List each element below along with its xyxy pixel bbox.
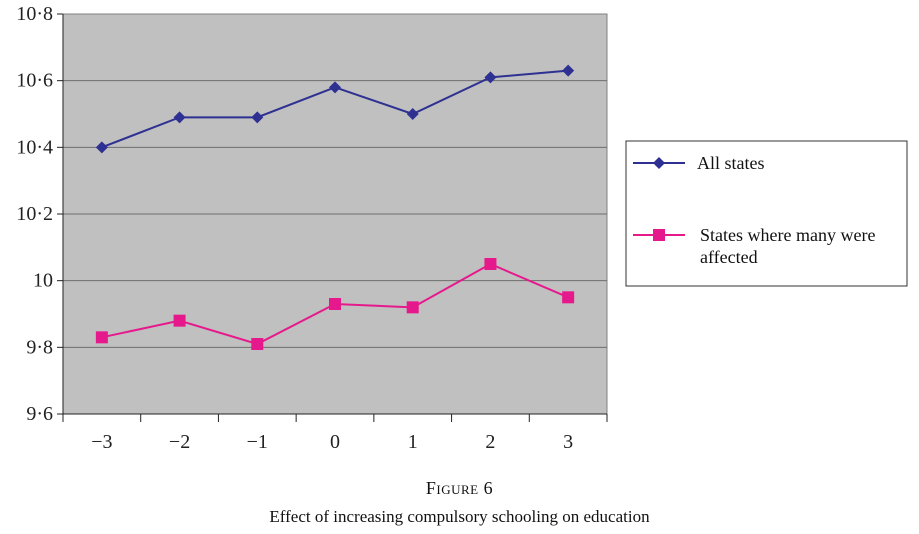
data-point-many-affected (406, 301, 419, 314)
x-tick-label: 0 (330, 431, 340, 453)
data-point-all-states (406, 108, 419, 120)
x-tick-label: −2 (169, 431, 190, 453)
data-point-many-affected (95, 331, 108, 344)
figure-caption: Effect of increasing compulsory schoolin… (269, 507, 650, 526)
data-point-many-affected (173, 314, 186, 327)
data-point-all-states (95, 141, 108, 154)
legend-label-line: All states (697, 153, 765, 173)
y-tick-label: 9·8 (26, 336, 53, 358)
legend-label-many-affected: States where many were affected (700, 225, 875, 267)
data-point-many-affected (251, 338, 264, 350)
legend-marker-all-states (653, 157, 665, 169)
data-point-many-affected (562, 291, 575, 304)
series-many-affected (95, 258, 575, 350)
gridlines (63, 80, 607, 348)
y-tick-label: 10 (33, 270, 53, 292)
legend-label-line: affected (700, 247, 758, 267)
data-point-all-states (251, 111, 264, 124)
legend-label-all-states: All states (697, 153, 765, 173)
legend-marker-many-affected (653, 229, 665, 241)
x-tick-label: −1 (247, 431, 268, 453)
y-axis-ticks: 9·6 9·8 10 10·2 10·4 10·6 10·8 (16, 3, 63, 425)
y-tick-label: 9·6 (26, 403, 53, 425)
y-tick-label: 10·2 (16, 203, 53, 225)
data-point-all-states (329, 81, 341, 94)
y-tick-label: 10·4 (16, 136, 53, 158)
x-tick-label: 2 (485, 431, 495, 453)
data-point-all-states (484, 71, 497, 84)
legend-label-line: States where many were (700, 225, 875, 245)
figure-label: Figure 6 (425, 478, 494, 498)
series-all-states (95, 64, 575, 154)
x-tick-label: −3 (91, 431, 112, 453)
data-point-all-states (562, 64, 575, 77)
y-tick-label: 10·8 (16, 3, 53, 25)
data-point-many-affected (329, 298, 341, 310)
legend-box (625, 140, 908, 287)
y-tick-label: 10·6 (16, 70, 53, 92)
data-point-all-states (173, 111, 186, 124)
x-axis-ticks: −3 −2 −1 0 1 2 3 (62, 414, 608, 453)
x-tick-label: 1 (408, 431, 418, 453)
line-chart: 9·6 9·8 10 10·2 10·4 10·6 10·8 −3 −2 −1 0 1 2 3 All … (16, 3, 908, 453)
series-layer (95, 64, 575, 350)
data-point-many-affected (484, 258, 497, 270)
legend: All states States where many were affected (625, 140, 908, 287)
x-tick-label: 3 (563, 431, 573, 453)
